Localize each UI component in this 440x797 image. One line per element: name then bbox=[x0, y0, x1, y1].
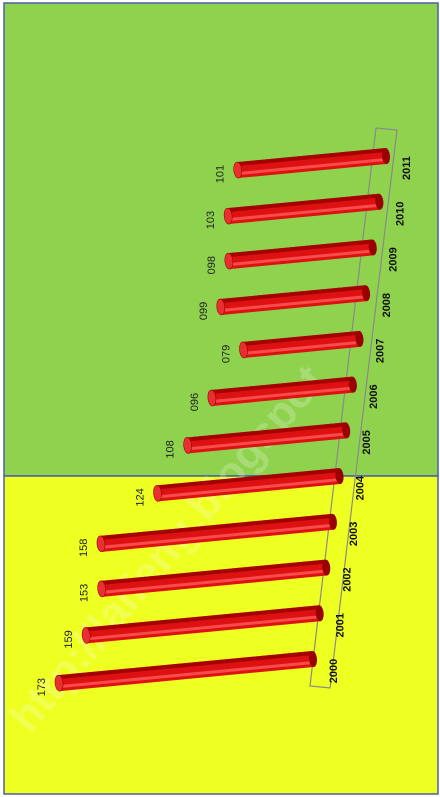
category-label-2006: 2006 bbox=[368, 384, 380, 408]
bar-highlight-2008 bbox=[220, 295, 367, 312]
bar-top-cap-2006 bbox=[207, 389, 217, 407]
bar-top-cap-2003 bbox=[96, 535, 106, 553]
bar-top-cap-2011 bbox=[233, 161, 243, 179]
bar-base-cap-2005 bbox=[342, 422, 351, 439]
bar-top-cap-2007 bbox=[239, 341, 248, 359]
bar-2002 bbox=[97, 559, 331, 598]
value-label-2006: 096 bbox=[189, 393, 201, 411]
bar-base-cap-2006 bbox=[348, 376, 357, 393]
bar-base-cap-2002 bbox=[322, 559, 331, 576]
value-label-2004: 124 bbox=[135, 488, 147, 506]
bar-base-cap-2003 bbox=[328, 513, 337, 530]
bar-shadow-2010 bbox=[227, 193, 379, 213]
bar-base-cap-2008 bbox=[362, 285, 371, 302]
bar-top-cap-2000 bbox=[54, 674, 64, 692]
bar-shadow-2009 bbox=[228, 239, 373, 258]
bar-2006 bbox=[207, 376, 357, 407]
bar-base-cap-2011 bbox=[381, 148, 391, 164]
category-label-2001: 2001 bbox=[335, 613, 347, 637]
value-label-2005: 108 bbox=[165, 440, 177, 458]
bar-2008 bbox=[216, 285, 371, 316]
bar-2001 bbox=[81, 605, 324, 644]
bar-highlight-2010 bbox=[228, 203, 380, 222]
bar-highlight-2009 bbox=[229, 249, 374, 267]
bar-top-cap-2005 bbox=[183, 437, 192, 454]
bar-base-cap-2000 bbox=[308, 651, 318, 667]
category-label-2000: 2000 bbox=[328, 659, 340, 683]
bar-highlight-2004 bbox=[157, 478, 341, 499]
bar-2000 bbox=[54, 651, 318, 692]
bar-2005 bbox=[183, 422, 351, 454]
bar-top-cap-2009 bbox=[224, 252, 234, 270]
bar-highlight-2000 bbox=[59, 660, 314, 689]
bar-shadow-2008 bbox=[220, 285, 366, 304]
category-label-2008: 2008 bbox=[381, 293, 393, 317]
category-label-2010: 2010 bbox=[394, 201, 406, 225]
bar-shadow-2006 bbox=[211, 376, 353, 395]
bar-shadow-2002 bbox=[100, 559, 326, 585]
bar-shadow-2011 bbox=[236, 148, 386, 167]
chart-floor bbox=[309, 127, 398, 689]
bar-2007 bbox=[239, 330, 364, 359]
bar-top-cap-2008 bbox=[216, 298, 226, 316]
bar-shadow-2000 bbox=[58, 651, 313, 680]
category-label-2003: 2003 bbox=[348, 522, 360, 546]
bar-2011 bbox=[233, 148, 391, 179]
bar-base-cap-2007 bbox=[355, 330, 364, 347]
bar-shadow-2005 bbox=[186, 422, 346, 442]
bar-base-cap-2001 bbox=[315, 605, 324, 622]
bar-base-cap-2009 bbox=[368, 239, 377, 256]
value-label-2003: 158 bbox=[78, 539, 90, 557]
category-label-2004: 2004 bbox=[355, 475, 367, 500]
bar-top-cap-2004 bbox=[153, 485, 162, 502]
bar-top-cap-2010 bbox=[223, 207, 233, 225]
bar-2004 bbox=[153, 468, 344, 502]
bar-shadow-2003 bbox=[100, 513, 333, 540]
bar-2003 bbox=[96, 513, 337, 553]
category-label-2005: 2005 bbox=[361, 430, 373, 454]
bar-shadow-2007 bbox=[242, 330, 360, 346]
value-label-2001: 159 bbox=[63, 630, 75, 648]
bar-highlight-2005 bbox=[187, 432, 347, 451]
value-label-2000: 173 bbox=[36, 678, 48, 696]
bar-highlight-2006 bbox=[212, 386, 354, 404]
bar-shadow-2004 bbox=[156, 468, 340, 490]
category-label-2007: 2007 bbox=[374, 339, 386, 363]
value-label-2008: 099 bbox=[198, 302, 210, 320]
value-label-2011: 101 bbox=[215, 165, 227, 183]
value-label-2010: 103 bbox=[205, 211, 217, 229]
bar-highlight-2003 bbox=[101, 523, 334, 549]
bar-base-cap-2010 bbox=[375, 193, 384, 210]
bar-base-cap-2004 bbox=[335, 468, 344, 485]
value-label-2009: 098 bbox=[206, 256, 218, 274]
bar-shadow-2001 bbox=[85, 605, 320, 632]
value-label-2002: 153 bbox=[79, 584, 91, 602]
bar-highlight-2011 bbox=[237, 157, 387, 176]
bar-highlight-2001 bbox=[86, 615, 321, 641]
category-label-2002: 2002 bbox=[341, 567, 353, 591]
bar-top-cap-2002 bbox=[97, 580, 107, 598]
bar-highlight-2007 bbox=[243, 340, 360, 355]
bar-2010 bbox=[223, 193, 384, 225]
category-label-2009: 2009 bbox=[388, 247, 400, 271]
category-label-2011: 2011 bbox=[401, 156, 413, 180]
value-label-2007: 079 bbox=[220, 345, 232, 363]
bar-top-cap-2001 bbox=[81, 627, 91, 644]
bar-2009 bbox=[224, 239, 377, 270]
bar-highlight-2002 bbox=[101, 569, 327, 594]
